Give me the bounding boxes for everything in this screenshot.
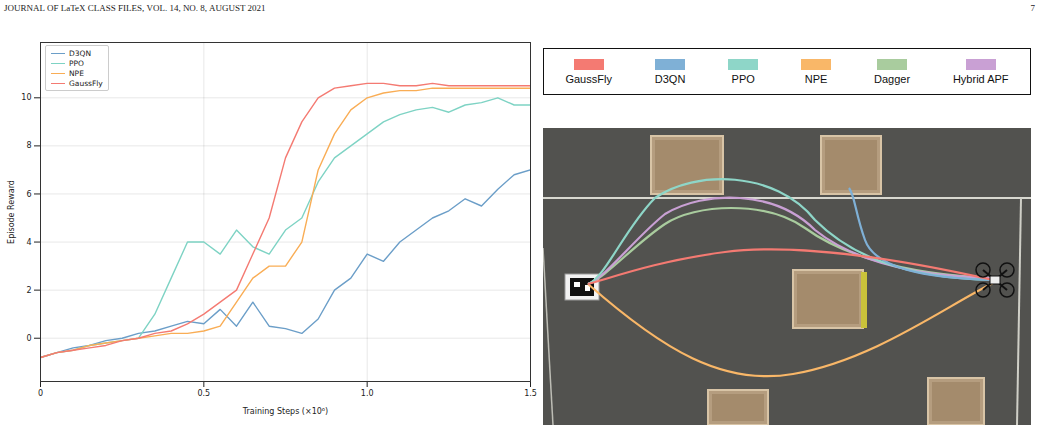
svg-text:Episode Reward: Episode Reward — [7, 180, 16, 244]
svg-text:1.5: 1.5 — [524, 389, 537, 398]
svg-text:4: 4 — [26, 238, 31, 247]
svg-text:0: 0 — [26, 334, 31, 343]
svg-text:0.5: 0.5 — [197, 389, 210, 398]
svg-text:2: 2 — [26, 286, 31, 295]
html-text:NPE: NPE — [69, 68, 84, 78]
html-text:GaussFly: GaussFly — [565, 72, 612, 85]
html-text:GaussFly: GaussFly — [69, 78, 103, 88]
svg-text:0: 0 — [38, 389, 43, 398]
html-text:NPE: NPE — [804, 72, 828, 85]
html-text:7: 7 — [1030, 3, 1035, 13]
svg-text:8: 8 — [26, 141, 31, 150]
html-text:JOURNAL OF LaTeX CLASS FILES,: JOURNAL OF LaTeX CLASS FILES, VOL. 14, N… — [4, 3, 266, 13]
html-text:D3QN: D3QN — [654, 72, 686, 85]
html-text:Hybrid APF: Hybrid APF — [952, 72, 1009, 85]
svg-text:1.0: 1.0 — [361, 389, 374, 398]
html-text:Dagger: Dagger — [874, 72, 910, 85]
svg-text:10: 10 — [21, 93, 31, 102]
html-text:D3QN: D3QN — [69, 48, 92, 58]
html-text:PPO: PPO — [731, 72, 755, 85]
html-text:PPO: PPO — [69, 58, 84, 68]
svg-text:Training Steps (×10⁶): Training Steps (×10⁶) — [242, 407, 328, 416]
svg-text:6: 6 — [26, 190, 31, 199]
